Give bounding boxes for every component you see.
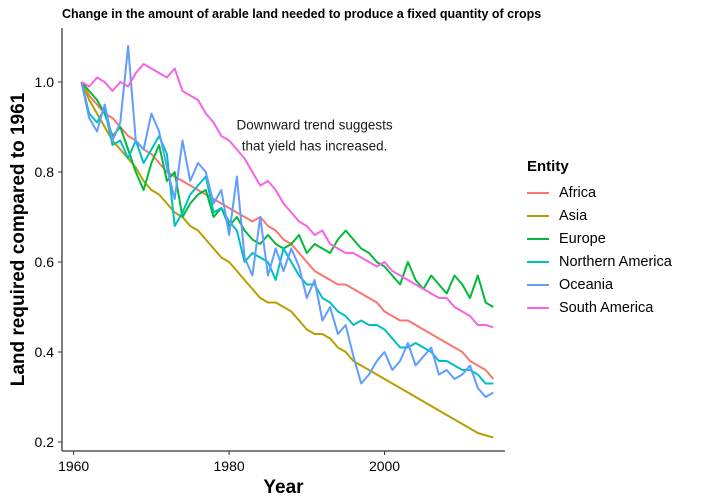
annotation: Downward trend suggests that yield has in… [237, 117, 393, 153]
legend-item: Oceania [527, 273, 672, 296]
legend-label: South America [559, 299, 654, 316]
legend-item: Europe [527, 227, 672, 250]
legend-label: Asia [559, 207, 588, 224]
legend-swatch [527, 214, 549, 217]
series-line-2 [80, 81, 494, 308]
y-tick-label: 0.8 [35, 164, 55, 180]
legend-label: Northern America [559, 253, 672, 270]
chart-title: Change in the amount of arable land need… [62, 7, 542, 21]
x-axis-title: Year [263, 477, 304, 498]
axes [58, 28, 505, 455]
annotation-line: Downward trend suggests [237, 117, 393, 132]
legend-item: South America [527, 296, 672, 319]
series-line-3 [80, 81, 494, 385]
legend-label: Africa [559, 184, 597, 201]
series-line-5 [80, 63, 494, 329]
x-tick-label: 1980 [214, 458, 245, 474]
legend: Entity Africa Asia Europe Northern America O… [527, 158, 672, 319]
y-tick-label: 0.2 [35, 434, 55, 450]
x-tick-label: 1960 [58, 458, 89, 474]
y-tick-label: 0.4 [35, 344, 55, 360]
series-line-4 [80, 45, 494, 398]
legend-swatch [527, 260, 549, 263]
y-axis-title: Land required compared to 1961 [8, 92, 29, 386]
x-tick-label: 2000 [369, 458, 400, 474]
legend-swatch [527, 306, 549, 309]
annotation-line: that yield has increased. [242, 138, 388, 153]
series-lines [80, 45, 495, 439]
legend-item: Africa [527, 181, 672, 204]
legend-swatch [527, 237, 549, 240]
legend-item: Northern America [527, 250, 672, 273]
legend-swatch [527, 191, 549, 194]
legend-label: Oceania [559, 276, 614, 293]
series-line-1 [80, 81, 494, 439]
y-tick-label: 0.6 [35, 254, 55, 270]
legend-swatch [527, 283, 549, 286]
tick-labels: 0.2 0.4 0.6 0.8 1.0 1960 1980 2000 [35, 74, 401, 474]
y-tick-label: 1.0 [35, 74, 55, 90]
legend-items: Africa Asia Europe Northern America Oceania S… [527, 181, 672, 319]
legend-title: Entity [527, 158, 569, 175]
legend-label: Europe [559, 230, 606, 247]
legend-item: Asia [527, 204, 672, 227]
